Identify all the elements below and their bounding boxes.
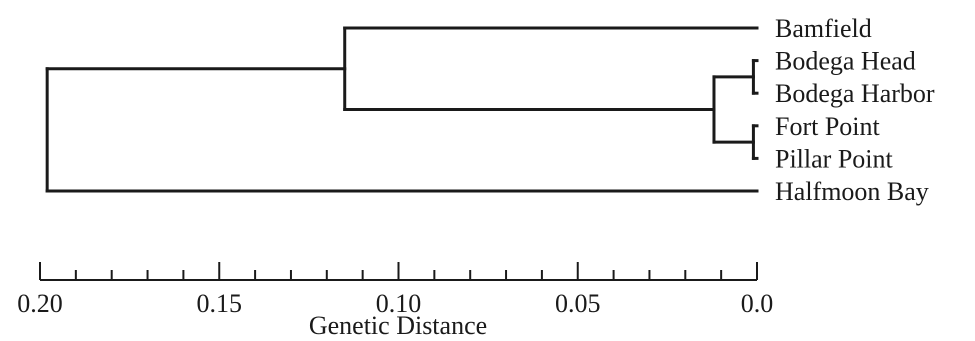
branch-group xyxy=(45,26,759,193)
tick-label: 0.05 xyxy=(555,289,601,318)
tick-label: 0.10 xyxy=(376,289,422,318)
leaf-label: Halfmoon Bay xyxy=(775,177,929,206)
axis-title: Genetic Distance xyxy=(309,311,487,340)
leaf-label: Bodega Harbor xyxy=(775,79,935,108)
distance-axis: 0.20 0.15 0.10 0.05 0.0 xyxy=(17,262,773,318)
tick-label: 0.20 xyxy=(17,289,63,318)
leaf-label: Pillar Point xyxy=(775,144,894,173)
leaf-label: Fort Point xyxy=(775,112,881,141)
tick-label: 0.15 xyxy=(197,289,243,318)
tick-label: 0.0 xyxy=(741,289,774,318)
leaf-label-group: Bamfield Bodega Head Bodega Harbor Fort Poi… xyxy=(775,14,935,206)
leaf-label: Bamfield xyxy=(775,14,872,43)
leaf-label: Bodega Head xyxy=(775,47,916,76)
